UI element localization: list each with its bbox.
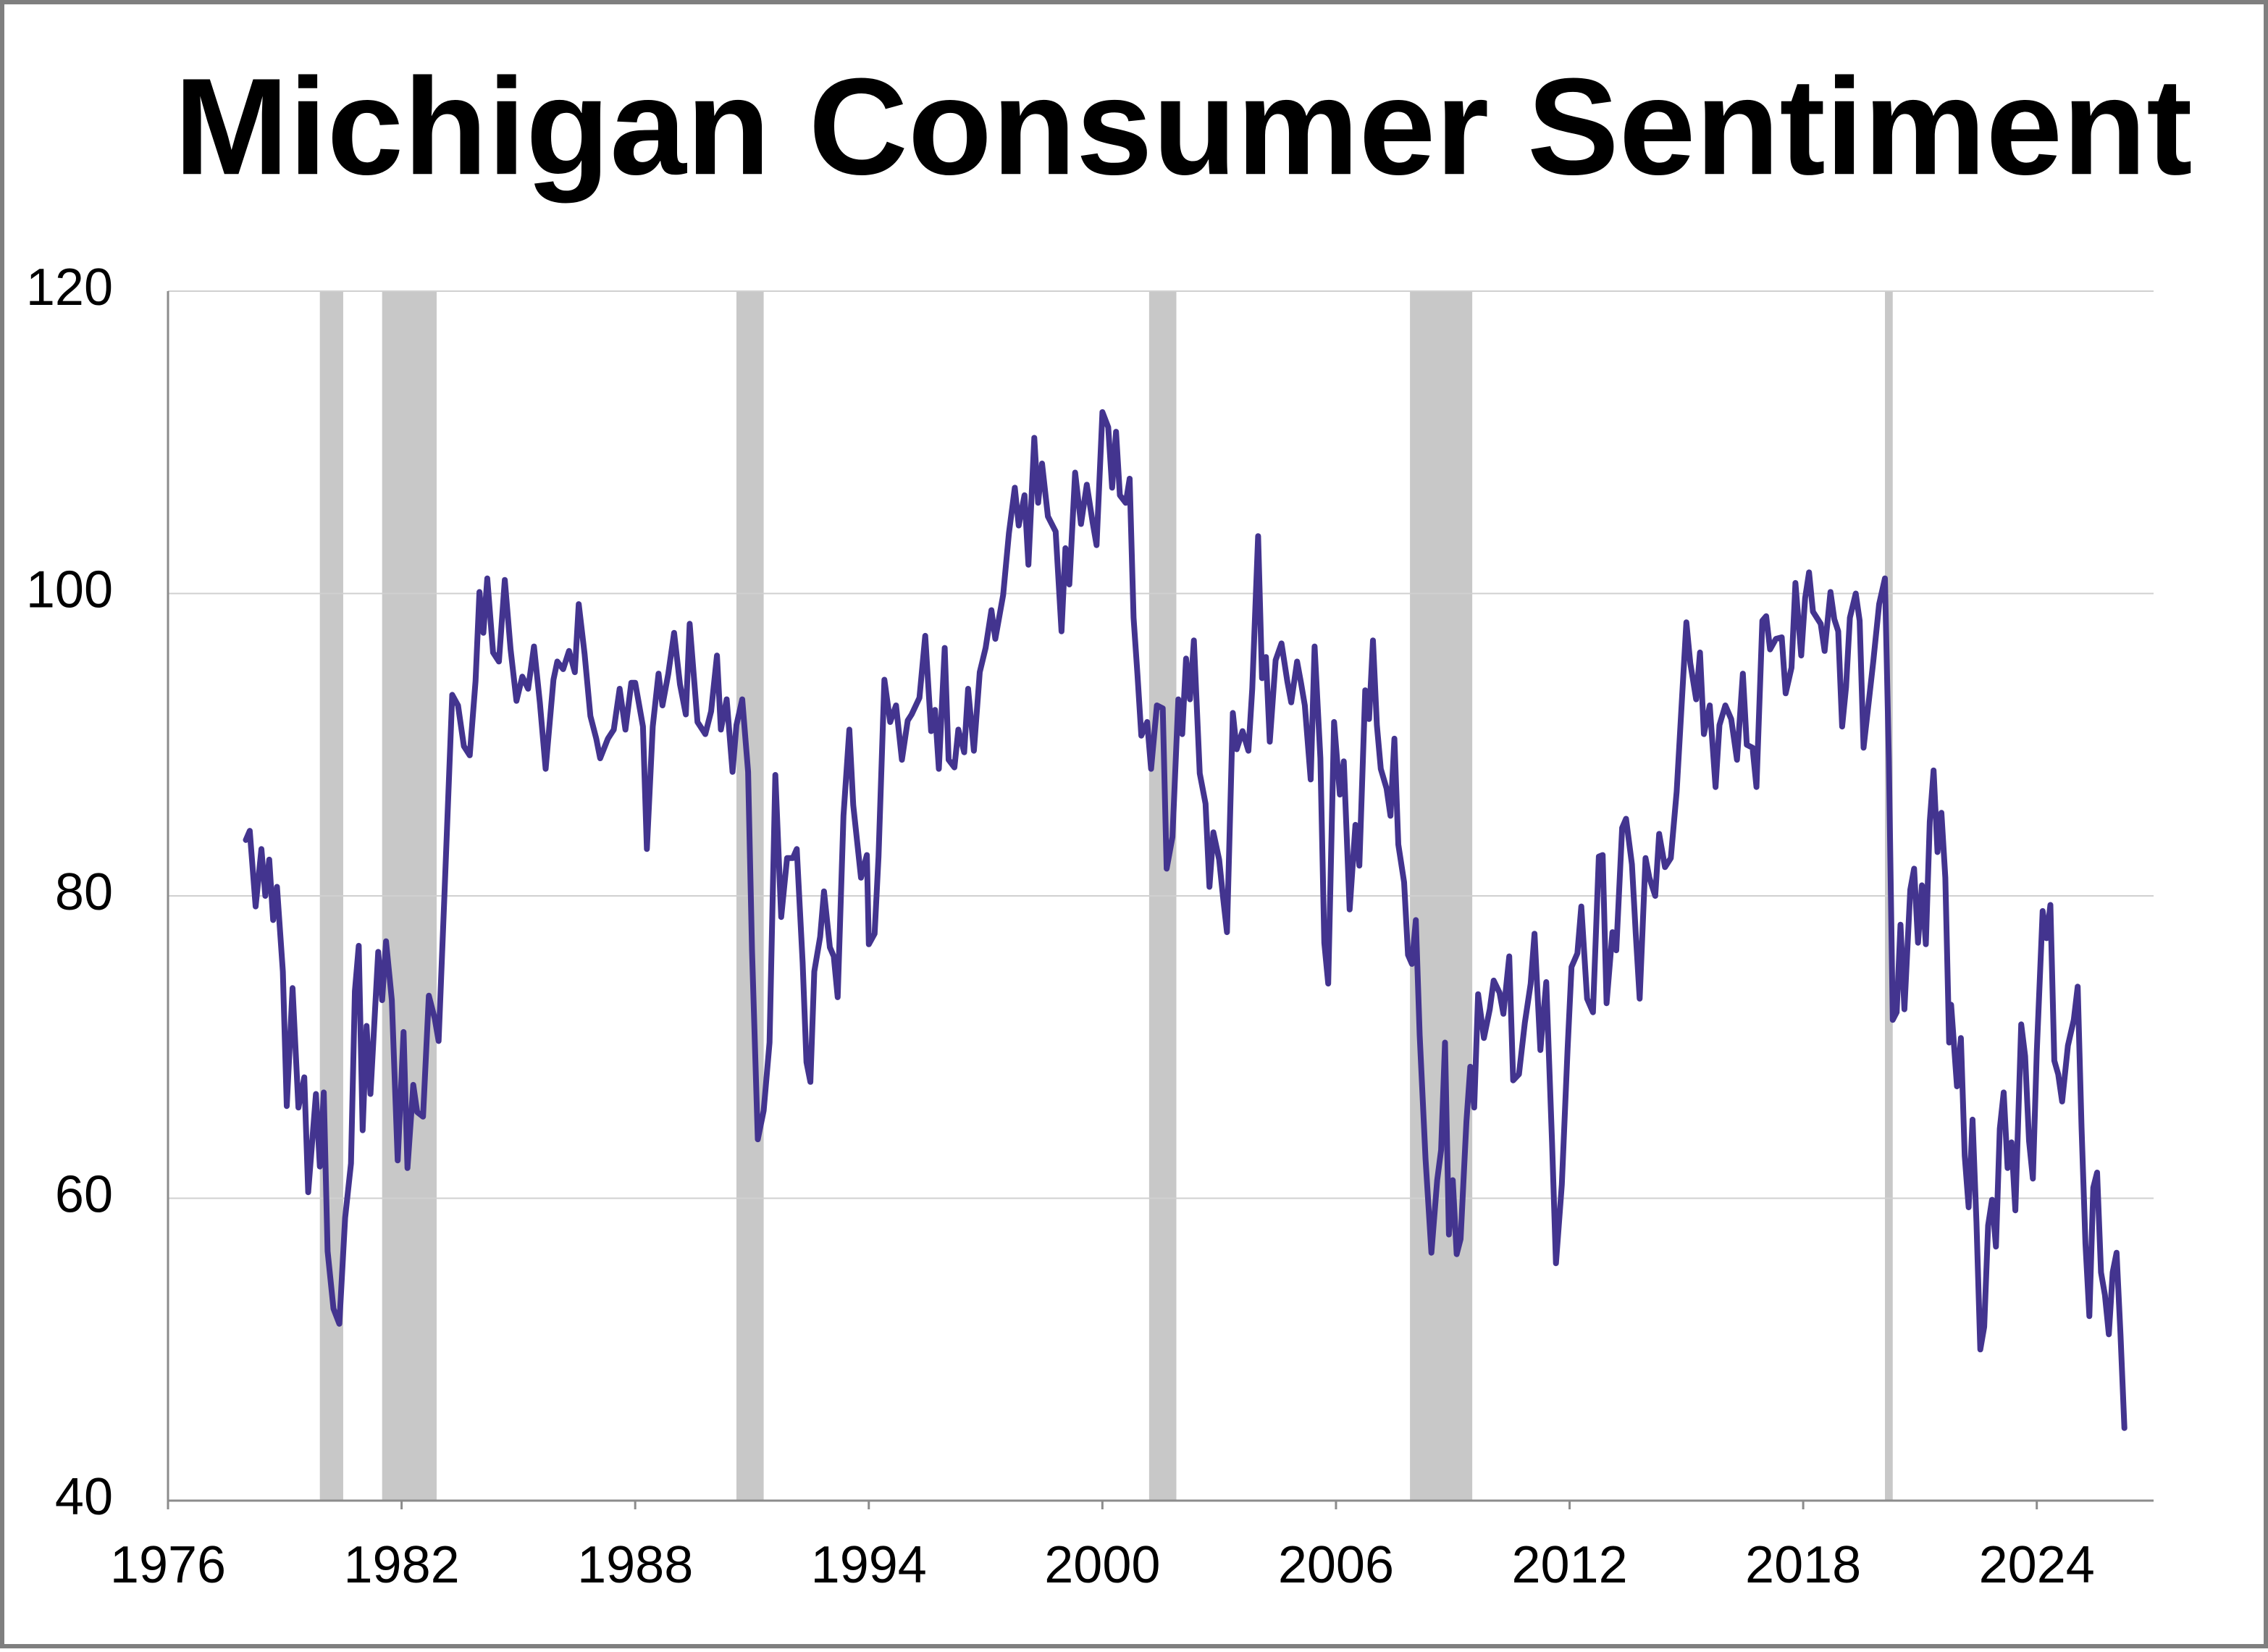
x-tick-label: 1988 (577, 1536, 693, 1594)
y-tick-label: 120 (26, 259, 113, 316)
x-tick-label: 2012 (1511, 1536, 1627, 1594)
y-tick-label: 80 (55, 863, 113, 921)
x-tick-label: 2000 (1044, 1536, 1160, 1594)
y-tick-label: 100 (26, 561, 113, 619)
x-tick-label: 2024 (1979, 1536, 2095, 1594)
x-tick-label: 1994 (811, 1536, 927, 1594)
x-tick-label: 2006 (1278, 1536, 1394, 1594)
x-tick-label: 1976 (110, 1536, 226, 1594)
y-tick-label: 60 (55, 1166, 113, 1224)
chart-title: Michigan Consumer Sentiment (174, 50, 2192, 204)
x-tick-label: 2018 (1745, 1536, 1861, 1594)
sentiment-line (243, 409, 2128, 1431)
y-tick-label: 40 (55, 1468, 113, 1526)
x-tick-label: 1982 (344, 1536, 460, 1594)
